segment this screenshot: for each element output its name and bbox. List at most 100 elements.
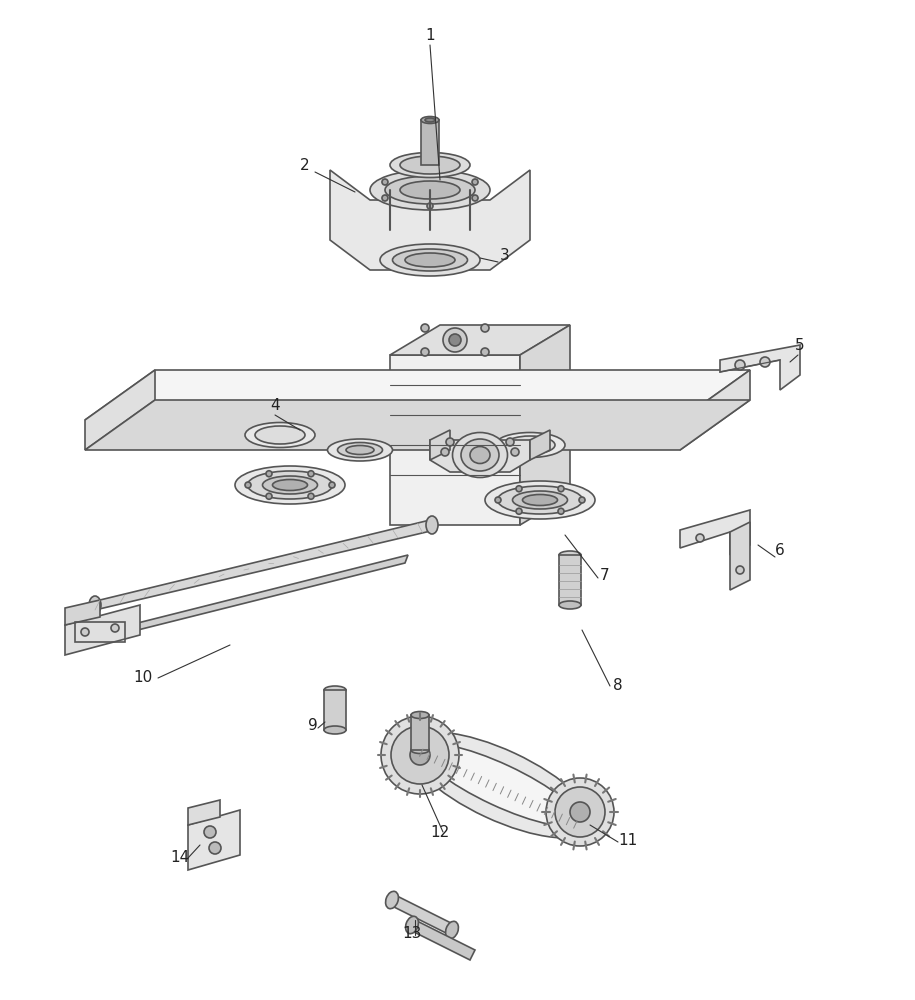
- Polygon shape: [78, 555, 408, 645]
- Polygon shape: [95, 520, 435, 610]
- Text: 6: 6: [775, 543, 785, 558]
- Polygon shape: [520, 325, 570, 525]
- Circle shape: [511, 448, 519, 456]
- Circle shape: [516, 486, 522, 492]
- Polygon shape: [680, 510, 750, 555]
- Circle shape: [558, 508, 564, 514]
- Ellipse shape: [446, 921, 458, 939]
- Ellipse shape: [324, 686, 346, 694]
- Ellipse shape: [426, 516, 438, 534]
- Text: 9: 9: [308, 718, 318, 733]
- Polygon shape: [85, 400, 750, 450]
- Text: 3: 3: [501, 248, 510, 263]
- Circle shape: [449, 334, 461, 346]
- Circle shape: [266, 471, 272, 477]
- Ellipse shape: [235, 466, 345, 504]
- Circle shape: [204, 826, 216, 838]
- Ellipse shape: [247, 471, 332, 499]
- Ellipse shape: [245, 422, 315, 448]
- Circle shape: [382, 195, 388, 201]
- Ellipse shape: [559, 601, 581, 609]
- Bar: [75, 622, 125, 642]
- Ellipse shape: [408, 732, 592, 838]
- Circle shape: [209, 842, 221, 854]
- Circle shape: [696, 534, 704, 542]
- Ellipse shape: [400, 156, 460, 174]
- Circle shape: [736, 566, 744, 574]
- Text: 11: 11: [619, 833, 638, 848]
- Circle shape: [441, 448, 449, 456]
- Polygon shape: [65, 605, 140, 655]
- Ellipse shape: [263, 476, 318, 494]
- Ellipse shape: [411, 746, 429, 754]
- Polygon shape: [85, 370, 155, 450]
- Circle shape: [421, 348, 429, 356]
- Ellipse shape: [546, 778, 614, 846]
- Ellipse shape: [370, 170, 490, 210]
- Circle shape: [245, 482, 251, 488]
- Ellipse shape: [385, 891, 398, 909]
- Polygon shape: [330, 170, 530, 270]
- Ellipse shape: [461, 439, 499, 471]
- Ellipse shape: [324, 726, 346, 734]
- Ellipse shape: [485, 481, 595, 519]
- Ellipse shape: [425, 118, 435, 122]
- Ellipse shape: [505, 436, 555, 454]
- Ellipse shape: [411, 712, 429, 718]
- Polygon shape: [530, 430, 550, 460]
- Ellipse shape: [470, 446, 490, 464]
- Ellipse shape: [390, 152, 470, 178]
- Circle shape: [446, 438, 454, 446]
- Circle shape: [382, 179, 388, 185]
- Circle shape: [579, 497, 585, 503]
- Circle shape: [506, 438, 514, 446]
- Circle shape: [495, 497, 501, 503]
- Text: 13: 13: [403, 926, 422, 941]
- Text: 2: 2: [300, 158, 310, 173]
- Text: 4: 4: [270, 398, 280, 413]
- Polygon shape: [390, 355, 520, 525]
- Polygon shape: [85, 370, 750, 420]
- Circle shape: [308, 471, 314, 477]
- Ellipse shape: [328, 439, 393, 461]
- Ellipse shape: [570, 802, 590, 822]
- Ellipse shape: [338, 442, 382, 458]
- Circle shape: [421, 324, 429, 332]
- Circle shape: [481, 324, 489, 332]
- Ellipse shape: [405, 253, 455, 267]
- Text: 10: 10: [134, 670, 153, 685]
- Polygon shape: [430, 430, 450, 460]
- Circle shape: [558, 486, 564, 492]
- Circle shape: [472, 179, 478, 185]
- Ellipse shape: [381, 716, 459, 794]
- Ellipse shape: [385, 176, 475, 204]
- Circle shape: [735, 360, 745, 370]
- Ellipse shape: [498, 486, 583, 514]
- Bar: [421, 120, 439, 165]
- Circle shape: [329, 482, 335, 488]
- Polygon shape: [188, 810, 240, 870]
- Ellipse shape: [273, 480, 307, 490]
- Bar: [559, 555, 581, 605]
- Text: 8: 8: [613, 678, 623, 693]
- Circle shape: [516, 508, 522, 514]
- Text: 1: 1: [425, 28, 435, 43]
- Ellipse shape: [393, 249, 468, 271]
- Ellipse shape: [255, 426, 305, 444]
- Ellipse shape: [495, 432, 565, 458]
- Circle shape: [308, 493, 314, 499]
- Bar: [411, 715, 429, 750]
- Text: 12: 12: [430, 825, 449, 840]
- Polygon shape: [390, 325, 570, 355]
- Ellipse shape: [555, 787, 605, 837]
- Polygon shape: [188, 800, 220, 825]
- Ellipse shape: [380, 244, 480, 276]
- Ellipse shape: [422, 744, 578, 826]
- Polygon shape: [430, 440, 530, 472]
- Polygon shape: [680, 370, 750, 450]
- Circle shape: [111, 624, 119, 632]
- Ellipse shape: [89, 596, 101, 614]
- Circle shape: [81, 628, 89, 636]
- Circle shape: [481, 348, 489, 356]
- Circle shape: [472, 195, 478, 201]
